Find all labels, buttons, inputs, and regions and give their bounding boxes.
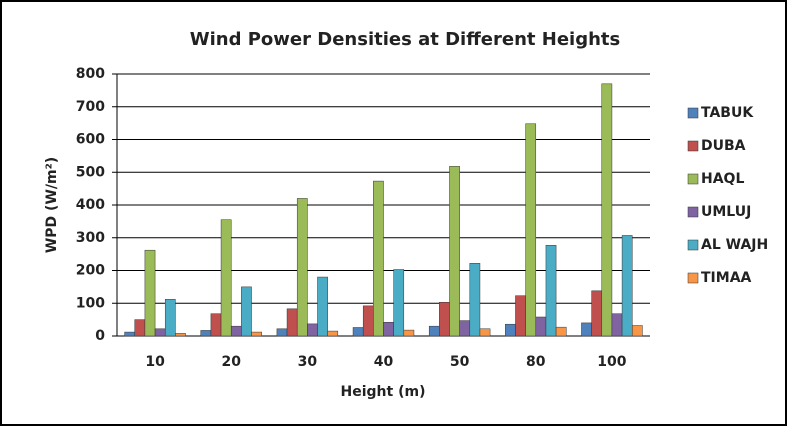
bar [515, 295, 526, 337]
bar [362, 305, 374, 337]
x-tick-label: 30 [298, 354, 318, 370]
bar [621, 235, 633, 337]
x-tick-label: 40 [374, 354, 394, 370]
x-tick-label: 100 [597, 354, 626, 370]
y-tick-label: 600 [76, 132, 105, 148]
bar [591, 290, 603, 337]
legend-label: AL WAJH [701, 237, 768, 253]
legend-label: TIMAA [701, 270, 752, 286]
y-tick-label: 0 [95, 328, 105, 344]
bar [352, 327, 364, 337]
legend-label: TABUK [701, 105, 754, 121]
bar [286, 308, 298, 337]
y-tick-label: 200 [76, 263, 105, 279]
x-tick-label: 20 [221, 354, 241, 370]
bar [154, 328, 166, 337]
legend-label: DUBA [701, 138, 746, 154]
bar [200, 330, 212, 337]
bar [327, 330, 339, 337]
bar [459, 320, 471, 337]
y-tick-label: 800 [76, 66, 105, 82]
bar [317, 276, 328, 337]
legend-swatch [687, 107, 699, 119]
bar [601, 83, 613, 337]
bar [144, 249, 156, 337]
legend-label: HAQL [701, 171, 744, 187]
bar [439, 302, 450, 337]
bar [175, 333, 186, 337]
bar [449, 166, 460, 337]
bar [383, 321, 394, 337]
legend-swatch [687, 206, 699, 218]
bar [403, 329, 415, 337]
y-tick-label: 500 [76, 164, 105, 180]
chart-title: Wind Power Densities at Different Height… [190, 29, 621, 50]
bar [535, 316, 547, 337]
bar [631, 325, 643, 337]
bar [555, 326, 567, 337]
legend-label: UMLUJ [701, 204, 751, 220]
bar [479, 328, 491, 337]
bar [230, 325, 242, 337]
bar [469, 263, 481, 337]
bar [276, 328, 288, 337]
bar [296, 198, 308, 337]
bar [373, 180, 384, 337]
x-tick-label: 80 [526, 354, 546, 370]
bar [251, 331, 262, 337]
y-tick-label: 100 [76, 295, 105, 311]
y-tick-label: 400 [76, 197, 105, 213]
bar [505, 323, 516, 337]
legend-swatch [687, 239, 699, 251]
bar [241, 286, 252, 337]
legend-swatch [687, 272, 699, 284]
bar [525, 123, 537, 337]
legend-swatch [687, 173, 699, 185]
bar [307, 323, 318, 337]
bar [545, 245, 557, 337]
bar [164, 299, 176, 337]
y-axis-label: WPD (W/m²) [44, 157, 60, 253]
x-tick-label: 10 [145, 354, 165, 370]
legend-swatch [687, 140, 699, 152]
bar [220, 219, 232, 337]
bar [428, 325, 440, 337]
bar [393, 269, 405, 337]
bar [134, 319, 146, 337]
bar [581, 322, 592, 337]
x-axis-label: Height (m) [341, 384, 426, 400]
bar [611, 313, 623, 337]
bar [124, 331, 136, 337]
bar [210, 313, 222, 337]
x-tick-label: 50 [450, 354, 470, 370]
y-tick-label: 700 [76, 99, 105, 115]
y-tick-label: 300 [76, 230, 105, 246]
